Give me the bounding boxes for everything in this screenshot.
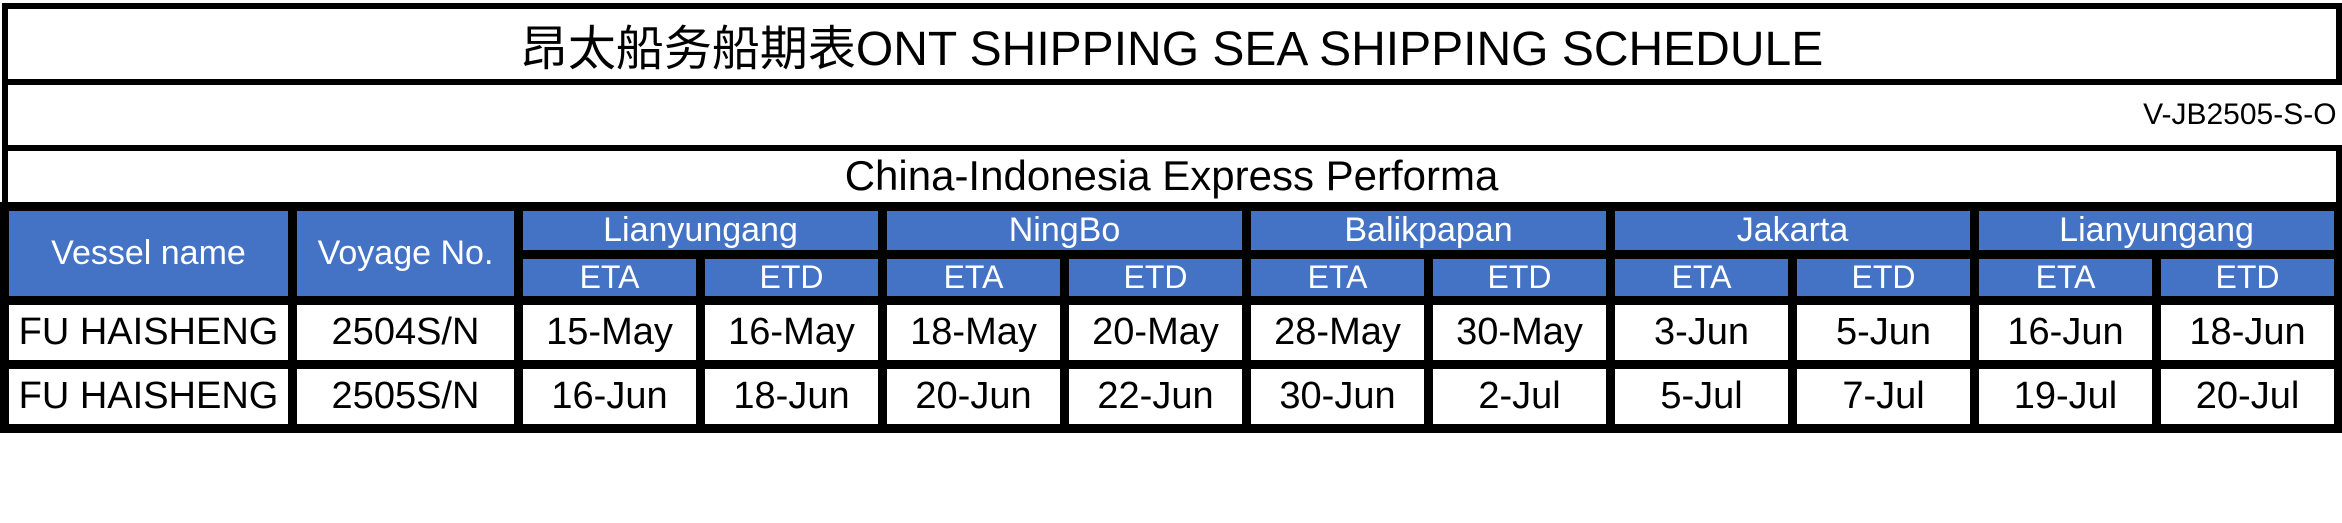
port-header-ningbo: NingBo: [878, 201, 1251, 259]
date-cell: 19-Jul: [1970, 359, 2161, 433]
date-cell: 5-Jun: [1788, 295, 1979, 369]
etd-header: ETD: [1788, 249, 1979, 305]
etd-header: ETD: [1424, 249, 1615, 305]
port-header-lianyungang-2: Lianyungang: [1969, 201, 2342, 259]
date-cell: 18-May: [878, 295, 1069, 369]
eta-header: ETA: [1242, 249, 1433, 305]
title-english: ONT SHIPPING SEA SHIPPING SCHEDULE: [855, 23, 1824, 76]
port-header-jakarta: Jakarta: [1606, 201, 1979, 259]
table-row: FU HAISHENG 2505S/N 16-Jun 18-Jun 20-Jun…: [0, 359, 2342, 433]
etd-header: ETD: [696, 249, 887, 305]
subtitle-row: China-Indonesia Express Performa: [1, 145, 2342, 209]
vessel-cell: FU HAISHENG: [0, 295, 297, 369]
eta-etd-header-row: ETA ETD ETA ETD ETA ETD ETA ETD ETA ETD: [5, 249, 2342, 305]
title-chinese: 昂太船务船期表: [519, 23, 856, 76]
date-cell: 7-Jul: [1788, 359, 1979, 433]
subtitle-cell: China-Indonesia Express Performa: [1, 145, 2342, 209]
title-cell: 昂太船务船期表ONT SHIPPING SEA SHIPPING SCHEDUL…: [1, 3, 2342, 85]
date-cell: 3-Jun: [1606, 295, 1797, 369]
vessel-cell: FU HAISHENG: [0, 359, 297, 433]
date-cell: 30-Jun: [1242, 359, 1433, 433]
table-row: FU HAISHENG 2504S/N 15-May 16-May 18-May…: [0, 295, 2342, 369]
reference-number: V-JB2505-S-O: [1, 79, 2339, 151]
reference-row: V-JB2505-S-O: [1, 79, 2339, 151]
eta-header: ETA: [878, 249, 1069, 305]
eta-header: ETA: [514, 249, 705, 305]
voyage-cell: 2504S/N: [288, 295, 523, 369]
date-cell: 15-May: [514, 295, 705, 369]
date-cell: 30-May: [1424, 295, 1615, 369]
date-cell: 18-Jun: [2151, 295, 2342, 369]
date-cell: 28-May: [1242, 295, 1433, 369]
port-header-lianyungang-1: Lianyungang: [514, 201, 887, 259]
date-cell: 2-Jul: [1424, 359, 1615, 433]
shipping-schedule-table: 昂太船务船期表ONT SHIPPING SEA SHIPPING SCHEDUL…: [0, 3, 2342, 433]
date-cell: 22-Jun: [1060, 359, 1251, 433]
date-cell: 16-Jun: [514, 359, 705, 433]
voyage-cell: 2505S/N: [288, 359, 523, 433]
eta-header: ETA: [1606, 249, 1797, 305]
date-cell: 16-May: [696, 295, 887, 369]
etd-header: ETD: [2151, 249, 2342, 305]
etd-header: ETD: [1060, 249, 1251, 305]
eta-header: ETA: [1970, 249, 2161, 305]
vessel-name-header: Vessel name: [0, 201, 297, 305]
voyage-no-header: Voyage No.: [288, 201, 523, 305]
port-header-balikpapan: Balikpapan: [1242, 201, 1615, 259]
date-cell: 20-May: [1060, 295, 1251, 369]
port-header-row: Vessel name Voyage No. Lianyungang NingB…: [0, 201, 2342, 305]
date-cell: 20-Jul: [2151, 359, 2342, 433]
date-cell: 20-Jun: [878, 359, 1069, 433]
date-cell: 16-Jun: [1970, 295, 2161, 369]
date-cell: 18-Jun: [696, 359, 887, 433]
title-row: 昂太船务船期表ONT SHIPPING SEA SHIPPING SCHEDUL…: [1, 3, 2342, 85]
date-cell: 5-Jul: [1606, 359, 1797, 433]
